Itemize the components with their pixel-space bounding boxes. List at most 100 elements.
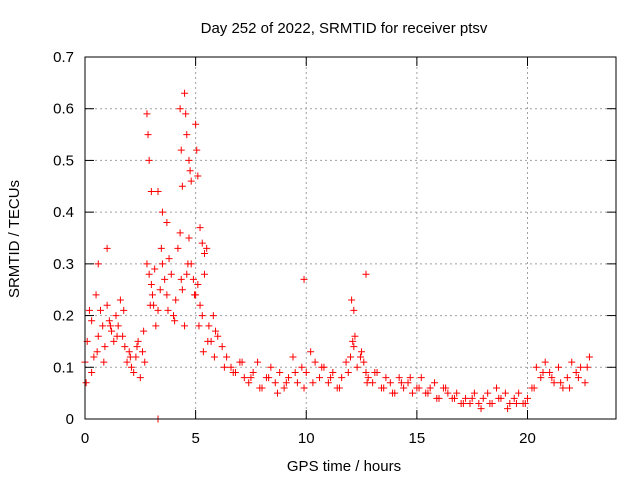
data-point: [563, 374, 571, 382]
data-point: [223, 353, 231, 361]
data-point: [265, 374, 273, 382]
data-point: [154, 306, 162, 314]
data-point: [163, 291, 171, 299]
data-point: [156, 286, 164, 294]
data-point: [282, 379, 290, 387]
data-point: [194, 281, 202, 289]
data-point: [167, 270, 175, 278]
y-tick-label: 0.2: [53, 308, 74, 325]
data-point: [229, 368, 237, 376]
data-point: [273, 389, 281, 397]
data-point: [351, 332, 359, 340]
data-point: [311, 358, 319, 366]
data-point: [199, 348, 207, 356]
data-point: [442, 384, 450, 392]
data-point: [191, 291, 199, 299]
data-point: [397, 379, 405, 387]
data-point: [300, 275, 308, 283]
data-point: [185, 234, 193, 242]
data-point: [134, 337, 142, 345]
data-point: [85, 306, 93, 314]
data-point: [415, 384, 423, 392]
y-axis-label: SRMTID / TECUs: [6, 180, 23, 298]
data-point: [408, 389, 416, 397]
data-point: [289, 353, 297, 361]
data-point: [350, 343, 358, 351]
data-point: [362, 270, 370, 278]
data-point: [585, 353, 593, 361]
data-point: [406, 374, 414, 382]
data-point: [256, 384, 264, 392]
data-point: [94, 260, 102, 268]
y-tick-label: 0: [66, 411, 74, 428]
data-point: [404, 379, 412, 387]
data-point: [114, 322, 122, 330]
data-point: [459, 399, 467, 407]
data-point: [96, 306, 104, 314]
data-point: [247, 374, 255, 382]
data-point: [92, 291, 100, 299]
data-point: [209, 312, 217, 320]
data-point: [94, 332, 102, 340]
data-point: [198, 239, 206, 247]
data-point: [450, 394, 458, 402]
data-point: [112, 312, 120, 320]
data-point: [176, 105, 184, 113]
data-point: [147, 281, 155, 289]
data-point: [204, 337, 212, 345]
data-point: [486, 399, 494, 407]
data-point: [324, 379, 332, 387]
data-point: [470, 389, 478, 397]
data-point: [358, 348, 366, 356]
data-point: [147, 187, 155, 195]
x-tick-label: 5: [191, 430, 199, 447]
data-point: [200, 250, 208, 258]
data-point: [577, 363, 585, 371]
data-point: [550, 379, 558, 387]
data-point: [130, 368, 138, 376]
data-point: [362, 368, 370, 376]
data-point: [348, 296, 356, 304]
data-point: [539, 368, 547, 376]
data-point: [444, 389, 452, 397]
data-point: [212, 327, 220, 335]
data-point: [329, 368, 337, 376]
data-point: [548, 374, 556, 382]
data-point: [349, 337, 357, 345]
data-point: [285, 374, 293, 382]
data-point: [185, 156, 193, 164]
data-point: [307, 348, 315, 356]
data-point: [238, 358, 246, 366]
data-point: [157, 244, 165, 252]
data-point: [271, 379, 279, 387]
data-point: [177, 146, 185, 154]
data-point: [152, 322, 160, 330]
data-point: [521, 399, 529, 407]
data-point: [193, 146, 201, 154]
data-point: [220, 363, 228, 371]
data-point: [158, 208, 166, 216]
data-point: [300, 384, 308, 392]
data-point: [342, 358, 350, 366]
data-point: [581, 379, 589, 387]
data-point: [280, 384, 288, 392]
data-point: [103, 244, 111, 252]
data-point: [293, 379, 301, 387]
data-point: [267, 363, 275, 371]
data-point: [203, 244, 211, 252]
x-tick-label: 20: [519, 430, 536, 447]
data-point: [568, 358, 576, 366]
data-point: [154, 187, 162, 195]
data-point: [572, 368, 580, 376]
data-point: [143, 260, 151, 268]
chart-title: Day 252 of 2022, SRMTID for receiver pts…: [201, 20, 488, 37]
data-point: [417, 374, 425, 382]
data-point: [475, 399, 483, 407]
data-point: [174, 244, 182, 252]
data-point: [466, 399, 474, 407]
data-point: [316, 374, 324, 382]
x-tick-label: 10: [298, 430, 315, 447]
data-point: [501, 389, 509, 397]
data-point: [198, 312, 206, 320]
data-point: [113, 332, 121, 340]
